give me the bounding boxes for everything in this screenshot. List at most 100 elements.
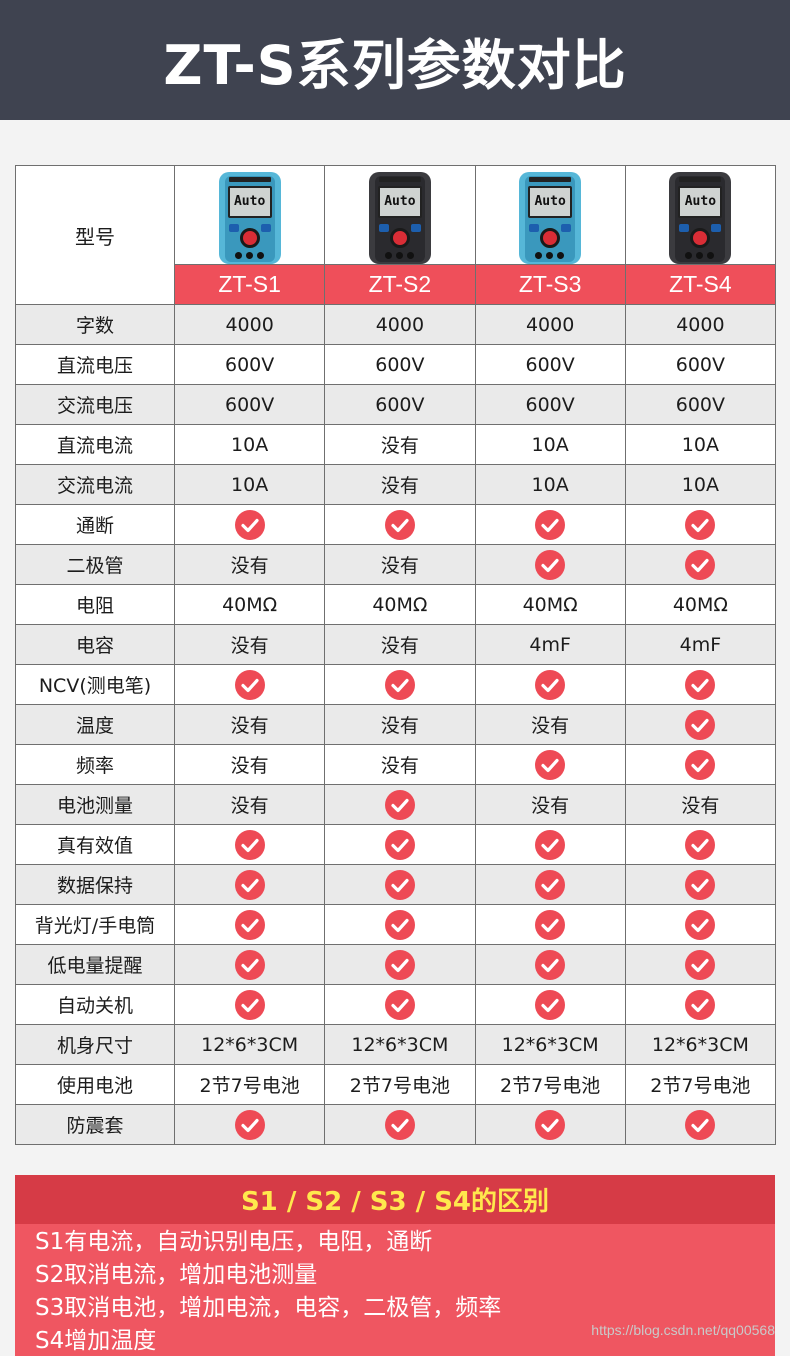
spec-value: 4000: [173, 304, 326, 345]
check-icon: [685, 709, 716, 740]
spec-value: 12*6*3CM: [173, 1024, 326, 1065]
spec-value: 没有: [324, 704, 476, 745]
table-row: 自动关机: [15, 984, 777, 1025]
spec-label: 交流电压: [15, 384, 175, 425]
model-header-label: 型号: [15, 165, 175, 305]
spec-value-supported: [474, 864, 626, 905]
spec-value: 10A: [624, 464, 777, 505]
table-row: 温度 没有 没有 没有: [15, 704, 777, 745]
spec-value: 40MΩ: [474, 584, 626, 625]
spec-value: 600V: [324, 344, 476, 385]
spec-label: 电容: [15, 624, 175, 665]
comparison-table: 型号 Auto Auto Auto Auto ZT-S1 ZT-S2 ZT-S3…: [15, 165, 777, 1145]
spec-value-supported: [324, 864, 476, 905]
spec-value: 没有: [624, 784, 777, 825]
spec-value: 12*6*3CM: [324, 1024, 476, 1065]
spec-value: 没有: [173, 544, 326, 585]
check-icon: [535, 949, 566, 980]
spec-label: NCV(测电笔): [15, 664, 175, 705]
check-icon: [535, 509, 566, 540]
spec-value-supported: [474, 544, 626, 585]
model-image-row: 型号 Auto Auto Auto Auto: [15, 165, 777, 305]
spec-value: 没有: [324, 424, 476, 465]
spec-value-supported: [474, 944, 626, 985]
table-row: 二极管 没有 没有: [15, 544, 777, 585]
spec-value: 没有: [324, 744, 476, 785]
spec-value: 4mF: [474, 624, 626, 665]
spec-label: 自动关机: [15, 984, 175, 1025]
check-icon: [535, 869, 566, 900]
check-icon: [234, 669, 265, 700]
spec-label: 字数: [15, 304, 175, 345]
check-icon: [685, 669, 716, 700]
check-icon: [685, 549, 716, 580]
spec-label: 交流电流: [15, 464, 175, 505]
spec-label: 直流电流: [15, 424, 175, 465]
multimeter-image: Auto: [368, 172, 431, 264]
spec-value-supported: [474, 664, 626, 705]
spec-label: 温度: [15, 704, 175, 745]
spec-value-supported: [173, 904, 326, 945]
check-icon: [384, 789, 415, 820]
table-row: 电池测量 没有 没有 没有: [15, 784, 777, 825]
spec-value-supported: [173, 824, 326, 865]
spec-value-supported: [324, 1104, 476, 1145]
spec-value-supported: [624, 504, 777, 545]
check-icon: [384, 909, 415, 940]
check-icon: [384, 869, 415, 900]
table-row: 使用电池 2节7号电池 2节7号电池 2节7号电池 2节7号电池: [15, 1064, 777, 1105]
table-row: 字数 4000 4000 4000 4000: [15, 304, 777, 345]
spec-label: 防震套: [15, 1104, 175, 1145]
differences-panel: S1 / S2 / S3 / S4的区别 S1有电流，自动识别电压，电阻，通断 …: [15, 1175, 775, 1356]
check-icon: [685, 949, 716, 980]
spec-value-supported: [173, 664, 326, 705]
spec-value-supported: [624, 944, 777, 985]
model-image-cell: Auto: [173, 165, 326, 265]
spec-value: 2节7号电池: [474, 1064, 626, 1105]
table-row: 真有效值: [15, 824, 777, 865]
spec-value: 没有: [324, 624, 476, 665]
difference-line: S3取消电池，增加电流，电容，二极管，频率: [35, 1295, 502, 1321]
check-icon: [234, 509, 265, 540]
check-icon: [234, 1109, 265, 1140]
spec-value-supported: [474, 984, 626, 1025]
spec-value-supported: [324, 784, 476, 825]
spec-label: 二极管: [15, 544, 175, 585]
spec-label: 使用电池: [15, 1064, 175, 1105]
spec-value: 4000: [324, 304, 476, 345]
spec-value-supported: [324, 984, 476, 1025]
difference-line: S1有电流，自动识别电压，电阻，通断: [35, 1229, 433, 1255]
table-row: 通断: [15, 504, 777, 545]
table-row: 防震套: [15, 1104, 777, 1145]
spec-value-supported: [624, 904, 777, 945]
table-row: 电容 没有 没有 4mF 4mF: [15, 624, 777, 665]
spec-label: 通断: [15, 504, 175, 545]
check-icon: [384, 669, 415, 700]
spec-value: 没有: [173, 744, 326, 785]
spec-value-supported: [173, 504, 326, 545]
spec-value-supported: [474, 504, 626, 545]
watermark: https://blog.csdn.net/qq00568: [591, 1322, 775, 1338]
check-icon: [685, 1109, 716, 1140]
spec-value-supported: [624, 664, 777, 705]
table-row: 交流电流 10A 没有 10A 10A: [15, 464, 777, 505]
check-icon: [535, 909, 566, 940]
check-icon: [384, 829, 415, 860]
spec-label: 频率: [15, 744, 175, 785]
model-image-cell: Auto: [624, 165, 777, 265]
spec-value-supported: [624, 744, 777, 785]
check-icon: [535, 829, 566, 860]
spec-value: 600V: [474, 344, 626, 385]
model-name: ZT-S2: [324, 264, 476, 305]
model-name: ZT-S1: [173, 264, 326, 305]
check-icon: [234, 949, 265, 980]
differences-list: S1有电流，自动识别电压，电阻，通断 S2取消电流，增加电池测量 S3取消电池，…: [15, 1224, 775, 1356]
spec-value-supported: [624, 544, 777, 585]
model-name: ZT-S3: [474, 264, 626, 305]
differences-title: S1 / S2 / S3 / S4的区别: [240, 1187, 550, 1217]
spec-value: 10A: [173, 464, 326, 505]
check-icon: [234, 869, 265, 900]
spec-value-supported: [474, 744, 626, 785]
table-row: 交流电压 600V 600V 600V 600V: [15, 384, 777, 425]
spec-label: 机身尺寸: [15, 1024, 175, 1065]
